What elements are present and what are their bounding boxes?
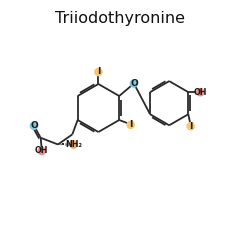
Circle shape [196,88,205,96]
Circle shape [130,79,138,88]
Circle shape [37,147,46,155]
Circle shape [126,120,135,129]
Circle shape [30,121,38,130]
Text: Triiodothyronine: Triiodothyronine [55,11,185,26]
Text: O: O [130,79,138,88]
Text: NH₂: NH₂ [65,140,82,149]
Text: OH: OH [35,146,49,156]
Circle shape [186,122,195,131]
Text: I: I [129,120,132,129]
Circle shape [94,68,103,76]
Text: I: I [97,67,100,77]
Circle shape [69,140,78,149]
Text: OH: OH [194,88,207,97]
Text: I: I [189,122,192,131]
Text: O: O [30,121,38,130]
